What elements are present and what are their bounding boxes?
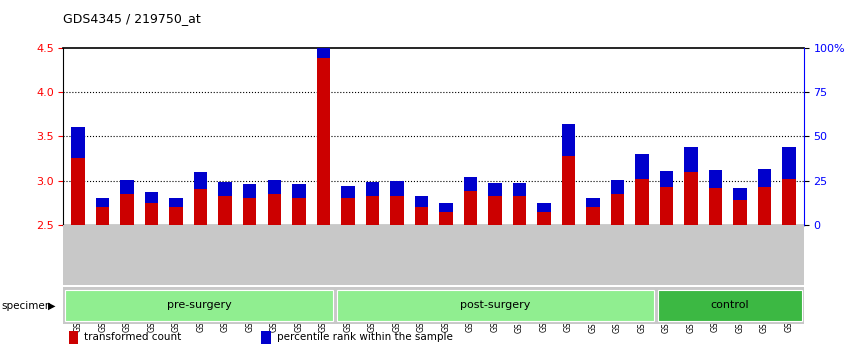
Bar	[733, 188, 747, 200]
Bar	[733, 200, 747, 225]
Bar	[267, 194, 281, 225]
Bar	[169, 207, 183, 225]
Bar	[316, 58, 330, 225]
Bar	[758, 187, 772, 225]
Bar	[337, 290, 654, 321]
Text: GDS4345 / 219750_at: GDS4345 / 219750_at	[63, 12, 201, 25]
Bar	[660, 171, 673, 187]
Bar	[439, 212, 453, 225]
Bar	[145, 192, 158, 202]
Bar	[464, 177, 477, 191]
Bar	[684, 172, 698, 225]
Text: specimen: specimen	[2, 301, 52, 311]
Bar	[365, 196, 379, 225]
Bar	[464, 191, 477, 225]
Bar	[218, 182, 232, 196]
Bar	[261, 331, 271, 344]
Bar	[657, 290, 802, 321]
Bar	[341, 198, 354, 225]
Bar	[71, 159, 85, 225]
Bar	[243, 198, 256, 225]
Bar	[611, 179, 624, 194]
Bar	[488, 195, 502, 225]
Bar	[488, 183, 502, 195]
Bar	[709, 188, 722, 225]
Bar	[292, 198, 305, 225]
Bar	[390, 195, 404, 225]
Bar	[439, 202, 453, 212]
Bar	[611, 194, 624, 225]
Bar	[537, 212, 551, 225]
Bar	[194, 172, 207, 189]
Bar	[684, 147, 698, 172]
Bar	[120, 194, 134, 225]
Bar	[758, 169, 772, 187]
Bar	[586, 198, 600, 207]
Bar	[145, 202, 158, 225]
Bar	[562, 124, 575, 156]
Bar	[96, 207, 109, 225]
Text: transformed count: transformed count	[84, 332, 181, 342]
Bar	[292, 184, 305, 198]
Bar	[415, 207, 428, 225]
Bar	[267, 179, 281, 194]
Bar	[365, 182, 379, 196]
Bar	[562, 156, 575, 225]
Bar	[69, 331, 78, 344]
Text: percentile rank within the sample: percentile rank within the sample	[277, 332, 453, 342]
Bar	[586, 207, 600, 225]
Bar	[415, 196, 428, 207]
Bar	[709, 170, 722, 188]
Bar	[635, 179, 649, 225]
Bar	[390, 181, 404, 195]
Bar	[783, 147, 796, 179]
Text: ▶: ▶	[48, 301, 56, 311]
Bar	[96, 198, 109, 207]
Bar	[71, 127, 85, 159]
Bar	[537, 202, 551, 212]
Bar	[635, 154, 649, 179]
Bar	[513, 195, 526, 225]
Bar	[316, 14, 330, 58]
Bar	[783, 179, 796, 225]
Bar	[169, 198, 183, 207]
Bar	[65, 290, 333, 321]
Text: control: control	[711, 300, 749, 310]
Text: post-surgery: post-surgery	[460, 300, 530, 310]
Bar	[243, 184, 256, 198]
Bar	[218, 196, 232, 225]
Bar	[341, 186, 354, 198]
Bar	[194, 189, 207, 225]
Bar	[513, 183, 526, 195]
Bar	[120, 179, 134, 194]
Text: pre-surgery: pre-surgery	[167, 300, 232, 310]
Bar	[660, 187, 673, 225]
